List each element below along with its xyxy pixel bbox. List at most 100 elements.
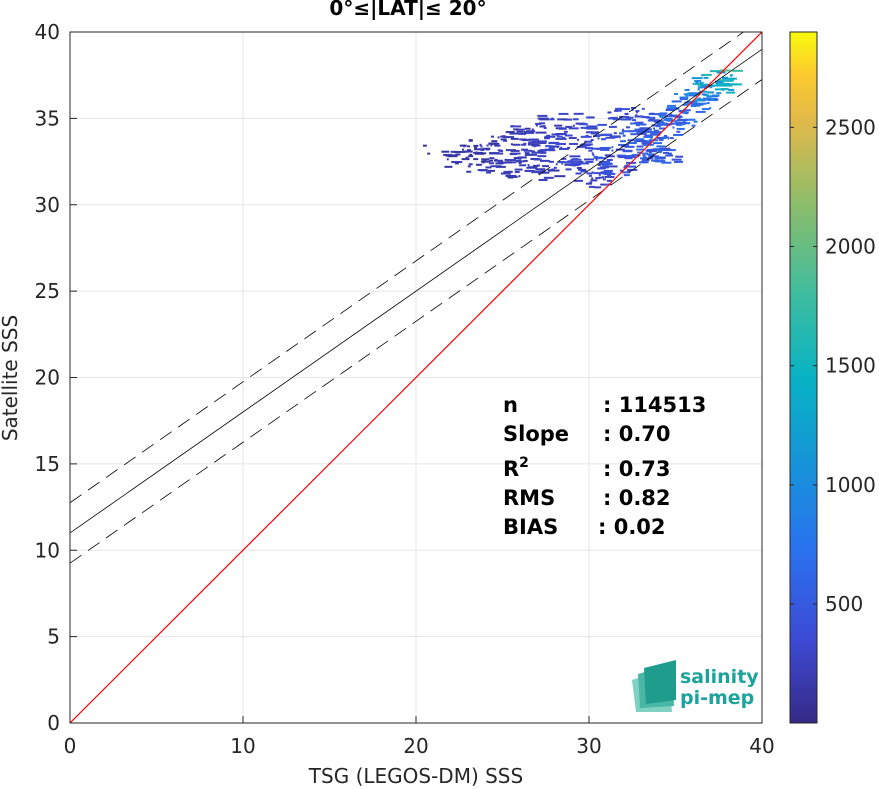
- density-cell: [598, 176, 604, 179]
- density-cell: [548, 160, 554, 163]
- density-cell: [586, 116, 595, 119]
- stat-bias: BIAS : 0.02: [503, 515, 666, 539]
- density-cell: [518, 161, 522, 164]
- density-cell: [561, 162, 564, 165]
- colorbar-tick-label: 2000: [825, 235, 876, 259]
- density-cell: [481, 158, 490, 161]
- density-cell: [488, 169, 496, 172]
- density-cell: [699, 81, 704, 84]
- density-cell: [619, 108, 630, 111]
- density-cell: [636, 140, 647, 143]
- density-cell: [662, 123, 673, 126]
- density-cell: [658, 150, 663, 153]
- salinity-pi-mep-logo: salinity pi-mep: [632, 660, 759, 712]
- density-cell: [575, 172, 582, 175]
- density-cell: [648, 151, 652, 154]
- density-cell: [632, 130, 643, 133]
- density-cell: [607, 117, 616, 120]
- density-cell: [558, 112, 569, 115]
- stat-r2-superscript: 2: [519, 455, 529, 471]
- density-cell: [605, 136, 616, 139]
- density-cell: [607, 165, 618, 168]
- x-tick-label: 20: [403, 734, 428, 758]
- density-cell: [503, 170, 513, 173]
- density-cell: [545, 145, 552, 148]
- density-cell: [641, 116, 650, 119]
- density-cell: [597, 123, 606, 126]
- y-axis-ticks: 0 5 10 15 20 25 30 35 40: [35, 20, 77, 735]
- density-cell: [715, 81, 723, 84]
- density-cell: [714, 88, 722, 91]
- density-cell: [553, 166, 557, 169]
- density-cell: [643, 157, 654, 160]
- density-cell: [653, 127, 656, 130]
- density-cell: [565, 125, 573, 128]
- density-cell: [563, 118, 572, 121]
- density-cell: [504, 158, 508, 161]
- density-cell: [535, 124, 538, 127]
- density-cell: [544, 135, 556, 138]
- density-cell: [548, 169, 560, 172]
- density-cell: [680, 97, 683, 100]
- density-cell: [711, 94, 720, 97]
- density-cell: [597, 167, 605, 170]
- density-cell: [548, 147, 555, 150]
- density-cell: [554, 175, 566, 178]
- density-cell: [601, 162, 613, 165]
- density-cell: [461, 158, 470, 161]
- density-cell: [441, 150, 450, 153]
- density-cell: [618, 156, 630, 159]
- density-cell: [709, 70, 720, 73]
- chart-title: 0°≤|LAT|≤ 20°: [329, 0, 486, 20]
- density-cell: [576, 145, 587, 148]
- density-cell: [521, 143, 527, 146]
- density-cell: [531, 150, 536, 153]
- density-cell: [585, 161, 594, 164]
- density-cell: [706, 102, 710, 105]
- density-cell: [520, 156, 527, 159]
- density-cell: [599, 160, 611, 163]
- density-cell: [451, 161, 463, 164]
- density-cell: [636, 148, 645, 151]
- density-cell: [607, 171, 613, 174]
- density-cell: [649, 112, 655, 115]
- y-tick-label: 25: [35, 279, 60, 303]
- density-cell: [538, 141, 547, 144]
- stat-slope-value: : 0.70: [603, 422, 671, 446]
- density-cell: [650, 136, 653, 139]
- density-cell: [555, 163, 558, 166]
- density-cell: [598, 173, 601, 176]
- density-cell: [611, 146, 614, 149]
- density-cell: [659, 127, 666, 130]
- density-cell: [691, 124, 696, 127]
- density-cell: [604, 123, 607, 126]
- colorbar: [789, 31, 818, 724]
- density-cell: [555, 133, 558, 136]
- density-cell: [444, 165, 453, 168]
- density-cell: [683, 93, 689, 96]
- density-cell: [600, 183, 608, 186]
- density-cell: [509, 132, 519, 135]
- density-cell: [619, 169, 623, 172]
- density-cell: [732, 69, 744, 72]
- density-cell: [599, 148, 607, 151]
- density-cell: [473, 158, 479, 161]
- density-cell: [710, 84, 713, 87]
- density-cell: [488, 142, 500, 145]
- density-cell: [651, 159, 659, 162]
- density-cell: [531, 140, 543, 143]
- density-cell: [648, 118, 655, 121]
- colorbar-tick-label: 1500: [825, 354, 876, 378]
- density-cell: [480, 169, 489, 172]
- y-tick-label: 0: [47, 711, 60, 735]
- density-cell: [675, 155, 684, 158]
- density-cell: [647, 134, 653, 137]
- density-cell: [667, 137, 670, 140]
- y-tick-label: 15: [35, 452, 60, 476]
- density-cell: [556, 142, 567, 145]
- density-cell: [600, 171, 609, 174]
- density-cell: [722, 84, 733, 87]
- density-cell: [664, 116, 667, 119]
- density-cell: [502, 135, 506, 138]
- density-cell: [620, 140, 627, 143]
